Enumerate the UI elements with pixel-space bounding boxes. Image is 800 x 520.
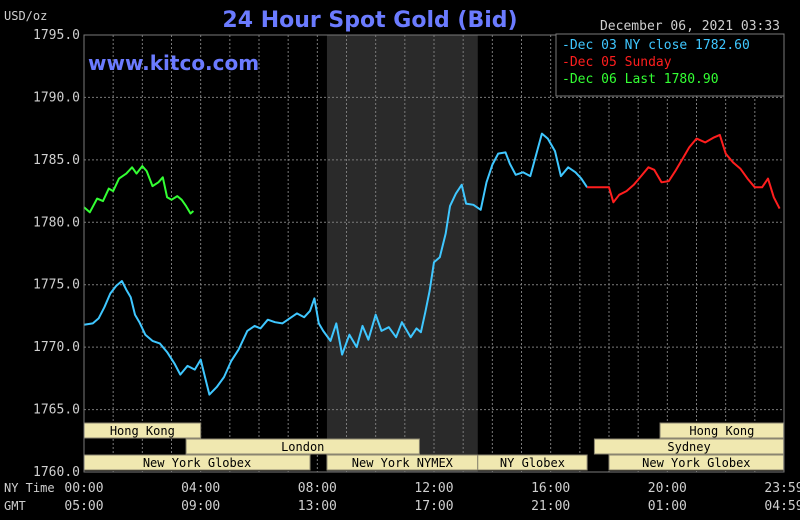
- x-tick-labels: 00:00 05:00 04:00 09:00 08:00 13:00 12:00 17:00…: [64, 481, 800, 514]
- ny-time-tick: 04:00: [181, 481, 220, 496]
- y-tick-label: 1785.0: [33, 153, 80, 168]
- session-bars: Hong Kong Hong Kong London Sydney New York G…: [83, 422, 785, 471]
- grid: [84, 34, 784, 473]
- gmt-tick: 05:00: [64, 499, 103, 514]
- y-tick-label: 1795.0: [33, 28, 80, 43]
- ny-time-label: NY Time: [4, 481, 55, 495]
- session-label: New York NYMEX: [352, 456, 454, 470]
- y-tick-label: 1770.0: [33, 340, 80, 355]
- legend-entry: -Dec 06 Last 1780.90: [562, 72, 719, 87]
- legend-box: [555, 33, 785, 97]
- y-tick-label: 1765.0: [33, 403, 80, 418]
- price-lines: [83, 132, 781, 396]
- ny-time-tick: 12:00: [414, 481, 453, 496]
- chart-title: 24 Hour Spot Gold (Bid): [222, 8, 517, 33]
- legend-entry: -Dec 05 Sunday: [562, 55, 672, 70]
- ny-time-tick: 16:00: [531, 481, 570, 496]
- gmt-tick: 01:00: [648, 499, 687, 514]
- y-tick-label: 1790.0: [33, 90, 80, 105]
- session-label: New York Globex: [143, 456, 251, 470]
- ny-time-tick: 08:00: [298, 481, 337, 496]
- legend-entry: -Dec 03 NY close 1782.60: [562, 38, 750, 53]
- gmt-tick: 09:00: [181, 499, 220, 514]
- gmt-tick: 13:00: [298, 499, 337, 514]
- series-line: [83, 132, 588, 396]
- series-line: [83, 165, 195, 215]
- y-tick-label: 1775.0: [33, 278, 80, 293]
- nymex-session-shade: [326, 35, 478, 472]
- unit-label: USD/oz: [4, 9, 47, 23]
- y-tick-labels: 1795.0 1790.0 1785.0 1780.0 1775.0 1770.0 1765…: [33, 28, 80, 480]
- watermark: www.kitco.com: [88, 51, 259, 75]
- session-label: NY Globex: [500, 456, 565, 470]
- gmt-tick: 04:59: [764, 499, 800, 514]
- session-label: New York Globex: [642, 456, 750, 470]
- ny-time-tick: 20:00: [648, 481, 687, 496]
- ny-time-tick: 23:59: [764, 481, 800, 496]
- ny-time-tick: 00:00: [64, 481, 103, 496]
- gmt-tick: 17:00: [414, 499, 453, 514]
- series-line: [587, 133, 781, 210]
- session-label: Sydney: [667, 440, 710, 454]
- gmt-tick: 21:00: [531, 499, 570, 514]
- timestamp: December 06, 2021 03:33: [600, 19, 780, 34]
- gmt-label: GMT: [4, 499, 26, 513]
- session-bar: [477, 454, 588, 471]
- plot-frame: [83, 34, 785, 473]
- session-label: London: [281, 440, 324, 454]
- session-label: Hong Kong: [110, 424, 175, 438]
- y-tick-label: 1760.0: [33, 465, 80, 480]
- session-label: Hong Kong: [689, 424, 754, 438]
- legend: -Dec 03 NY close 1782.60 -Dec 05 Sunday -D…: [555, 33, 785, 97]
- y-tick-label: 1780.0: [33, 215, 80, 230]
- session-bar: [185, 438, 420, 455]
